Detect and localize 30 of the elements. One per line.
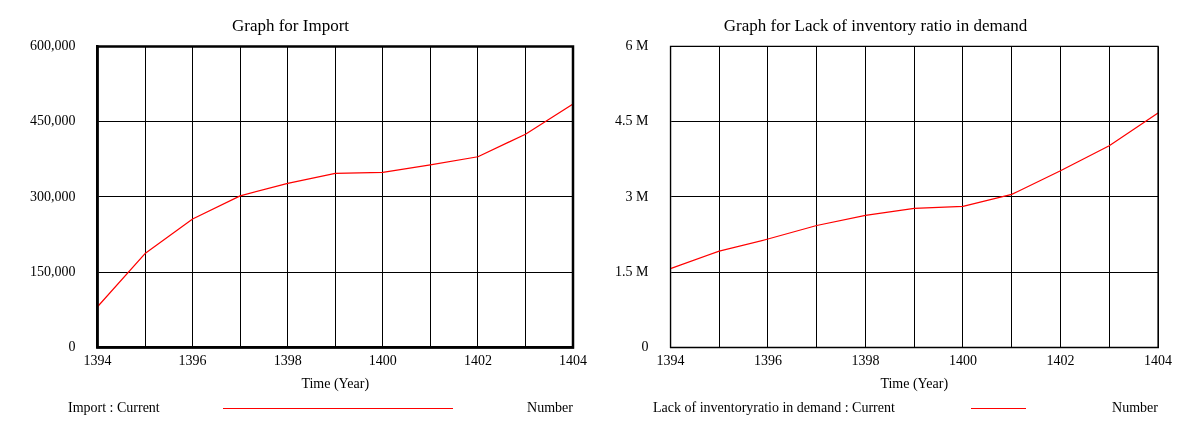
x-tick-label: 1402 <box>463 353 492 369</box>
text: Import : Current <box>68 400 160 416</box>
x-tick-label: 1394 <box>656 353 685 369</box>
x-tick-label: 1396 <box>178 353 207 369</box>
text: Lack of inventoryratio in demand : Current <box>653 400 895 416</box>
y-tick-label: 0 <box>68 339 76 355</box>
text: Number <box>527 400 573 416</box>
x-axis-title: Time (Year) <box>301 376 370 393</box>
y-tick-label: 3 M <box>625 188 649 204</box>
y-tick-label: 300,000 <box>30 188 76 204</box>
chart-title: Graph for Import <box>231 15 350 35</box>
x-tick-label: 1398 <box>851 353 880 369</box>
x-tick-label: 1404 <box>559 353 587 369</box>
x-tick-label: 1402 <box>1046 353 1075 369</box>
x-tick-label: 1404 <box>1144 353 1172 369</box>
text: Number <box>1112 400 1158 416</box>
y-tick-label: 0 <box>641 339 649 355</box>
x-axis-title: Time (Year) <box>880 376 949 393</box>
y-tick-label: 600,000 <box>30 38 76 54</box>
chart-title: Graph for Lack of inventory ratio in demand <box>723 15 1028 35</box>
y-tick-label: 450,000 <box>30 113 76 129</box>
x-tick-label: 1396 <box>753 353 782 369</box>
y-tick-label: 1.5 M <box>615 263 649 279</box>
x-tick-label: 1400 <box>948 353 977 369</box>
x-tick-label: 1394 <box>83 353 112 369</box>
y-tick-label: 150,000 <box>30 263 76 279</box>
y-tick-label: 4.5 M <box>615 113 649 129</box>
y-tick-label: 6 M <box>625 38 649 54</box>
x-tick-label: 1398 <box>273 353 302 369</box>
x-tick-label: 1400 <box>368 353 397 369</box>
